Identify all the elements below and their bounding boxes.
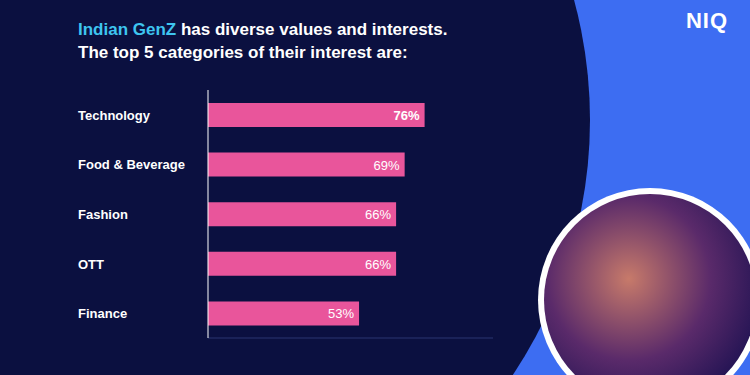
svg-text:Food & Beverage: Food & Beverage [78, 157, 185, 172]
svg-text:53%: 53% [328, 306, 354, 321]
svg-text:76%: 76% [394, 108, 420, 123]
html-text:Indian GenZ has diverse values: Indian GenZ has diverse values and inter… [78, 20, 448, 39]
html-text:NIQ: NIQ [685, 8, 728, 33]
svg-text:Technology: Technology [78, 108, 151, 123]
svg-text:66%: 66% [365, 257, 391, 272]
svg-text:69%: 69% [374, 158, 400, 173]
svg-text:66%: 66% [365, 207, 391, 222]
svg-text:Finance: Finance [78, 306, 127, 321]
svg-text:OTT: OTT [78, 257, 104, 272]
html-text:The top 5 categories of their: The top 5 categories of their interest a… [78, 43, 408, 62]
svg-text:Fashion: Fashion [78, 207, 128, 222]
